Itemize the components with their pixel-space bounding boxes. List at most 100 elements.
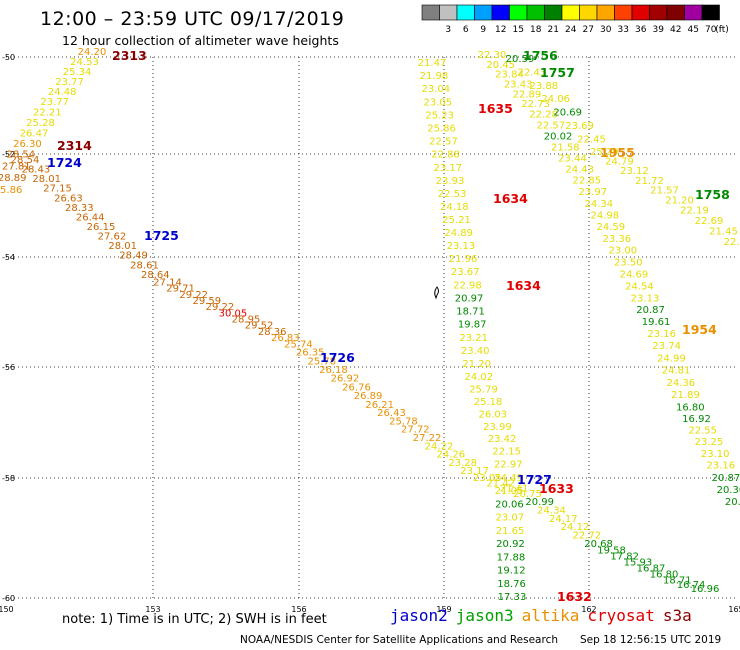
pass-time-label: 1634 bbox=[506, 278, 541, 293]
wave-height-value: 25.34 bbox=[63, 67, 92, 78]
pass-time-labels: 2313 2314 1724 1725 1726 1756 1757 1635 1634 1634… bbox=[47, 48, 730, 604]
lat-tick-label: -54 bbox=[2, 253, 15, 262]
wave-height-value: 17.33 bbox=[498, 592, 527, 603]
wave-height-value: 25.86 bbox=[0, 185, 22, 196]
pass-time-label: 1634 bbox=[493, 191, 528, 206]
wave-height-value: 28.61 bbox=[130, 260, 159, 271]
wave-height-value: 22.43 bbox=[518, 67, 547, 78]
wave-height-value: 23.77 bbox=[55, 77, 84, 88]
wave-height-value: 21.41 bbox=[500, 484, 529, 495]
wave-height-value: 24.79 bbox=[605, 157, 634, 168]
wave-height-value: 28.95 bbox=[232, 315, 261, 326]
color-bin-label: 12 bbox=[495, 25, 506, 35]
wave-height-value: 23.13 bbox=[631, 293, 660, 304]
wave-height-value: 22.28 bbox=[529, 110, 558, 121]
color-bin bbox=[561, 4, 580, 21]
color-bin-label: 42 bbox=[670, 25, 681, 35]
wave-height-value: 22.53 bbox=[438, 189, 467, 200]
wave-height-value: 28.36 bbox=[258, 327, 287, 338]
wave-height-value: 16.74 bbox=[677, 580, 706, 591]
pass-time-label: 1758 bbox=[695, 187, 730, 202]
wave-height-value: 23.97 bbox=[578, 187, 607, 198]
wave-height-value: 26.89 bbox=[354, 391, 383, 402]
pass-time-label: 1955 bbox=[600, 145, 635, 160]
wave-height-value: 24.49 bbox=[494, 473, 523, 484]
wave-height-value: 23.50 bbox=[614, 258, 643, 269]
wave-height-value: 28.33 bbox=[65, 203, 94, 214]
wave-height-value: 23.84 bbox=[495, 70, 524, 81]
pass-time-label: 1727 bbox=[517, 472, 552, 487]
wave-height-value: 21.89 bbox=[671, 390, 700, 401]
color-bin-label: 6 bbox=[463, 25, 469, 35]
wave-height-value: 22.72 bbox=[572, 531, 601, 542]
wave-height-value: 21.20 bbox=[462, 359, 491, 370]
wave-height-value: 26.30 bbox=[13, 139, 42, 150]
color-bin-label: 21 bbox=[548, 25, 559, 35]
wave-height-value: 26.18 bbox=[319, 365, 348, 376]
wave-height-value: 26.43 bbox=[377, 408, 406, 419]
color-bin bbox=[596, 4, 615, 21]
color-bin bbox=[684, 4, 703, 21]
wave-height-value: 22.57 bbox=[536, 121, 565, 132]
wave-height-value: 26.63 bbox=[54, 193, 83, 204]
wave-height-value: 24.54 bbox=[625, 281, 654, 292]
wave-height-value: 16.96 bbox=[691, 584, 720, 595]
wave-height-value: 22.73 bbox=[521, 99, 550, 110]
color-bin-label: 9 bbox=[480, 25, 486, 35]
wave-height-value: 20.99 bbox=[525, 497, 554, 508]
wave-height-value: 20.06 bbox=[495, 499, 524, 510]
wave-height-value: 23.25 bbox=[695, 437, 724, 448]
wave-height-value: 23.67 bbox=[451, 267, 480, 278]
pass-time-label: 1724 bbox=[47, 155, 82, 170]
wave-height-value: 20.68 bbox=[584, 539, 613, 550]
wave-height-value: 24.53 bbox=[70, 57, 99, 68]
wave-height-value: 20.02 bbox=[544, 132, 573, 143]
lon-tick-label: 165 bbox=[728, 605, 740, 614]
wave-height-value: 28.01 bbox=[108, 241, 137, 252]
footer-timestamp: Sep 18 12:56:15 UTC 2019 bbox=[580, 634, 722, 646]
wave-height-value: 26.47 bbox=[20, 129, 49, 140]
wave-height-value: 22.55 bbox=[688, 426, 717, 437]
wave-height-value: 23.77 bbox=[40, 97, 69, 108]
wave-height-value: 23.74 bbox=[652, 341, 681, 352]
pass-time-label: 1954 bbox=[682, 322, 717, 337]
color-bin bbox=[631, 4, 650, 21]
wave-height-value: 22.45 bbox=[724, 237, 740, 248]
lat-tick-label: -52 bbox=[2, 150, 15, 159]
wave-height-value: 24.69 bbox=[620, 270, 649, 281]
wave-height-value: 28.43 bbox=[22, 165, 51, 176]
color-bin bbox=[491, 4, 510, 21]
lon-tick-label: 153 bbox=[145, 605, 160, 614]
wave-height-value: 29.22 bbox=[179, 290, 208, 301]
wave-height-value: 30.05 bbox=[219, 308, 248, 319]
pass-time-label: 1725 bbox=[144, 228, 179, 243]
wave-height-value: 28.64 bbox=[141, 270, 170, 281]
wave-height-value: 26.03 bbox=[478, 409, 507, 420]
wave-height-value: 26.76 bbox=[342, 382, 371, 393]
wave-height-value: 20.59 bbox=[506, 54, 535, 65]
wave-height-value: 24.99 bbox=[657, 353, 686, 364]
satellite-legend: jason2 jason3 altika cryosat s3a bbox=[390, 606, 700, 625]
wave-height-value: 22.21 bbox=[33, 107, 62, 118]
color-bin bbox=[666, 4, 685, 21]
wave-height-value: 16.80 bbox=[676, 403, 705, 414]
satellite-legend-item: jason3 bbox=[455, 606, 514, 625]
wave-height-value: 22.45 bbox=[577, 134, 606, 145]
wave-height-value: 15.93 bbox=[624, 558, 653, 569]
wave-height-value: 16.87 bbox=[637, 564, 666, 575]
wave-height-value: 17.82 bbox=[610, 551, 639, 562]
legend-note: note: 1) Time is in UTC; 2) SWH is in fe… bbox=[62, 612, 327, 627]
wave-height-value: 19.87 bbox=[458, 320, 487, 331]
wave-height-value: 22.15 bbox=[492, 447, 521, 458]
wave-height-value: 21.20 bbox=[665, 195, 694, 206]
wave-height-value: 24.36 bbox=[666, 378, 695, 389]
wave-height-value: 21.72 bbox=[635, 176, 664, 187]
wave-height-value: 24.34 bbox=[584, 199, 613, 210]
wave-height-value: 23.12 bbox=[620, 166, 649, 177]
wave-height-value: 23.05 bbox=[423, 97, 452, 108]
wave-height-value: 23.00 bbox=[608, 246, 637, 257]
wave-height-value: 22.98 bbox=[453, 280, 482, 291]
wave-height-value: 23.16 bbox=[647, 329, 676, 340]
satellite-legend-item: cryosat bbox=[587, 606, 655, 625]
